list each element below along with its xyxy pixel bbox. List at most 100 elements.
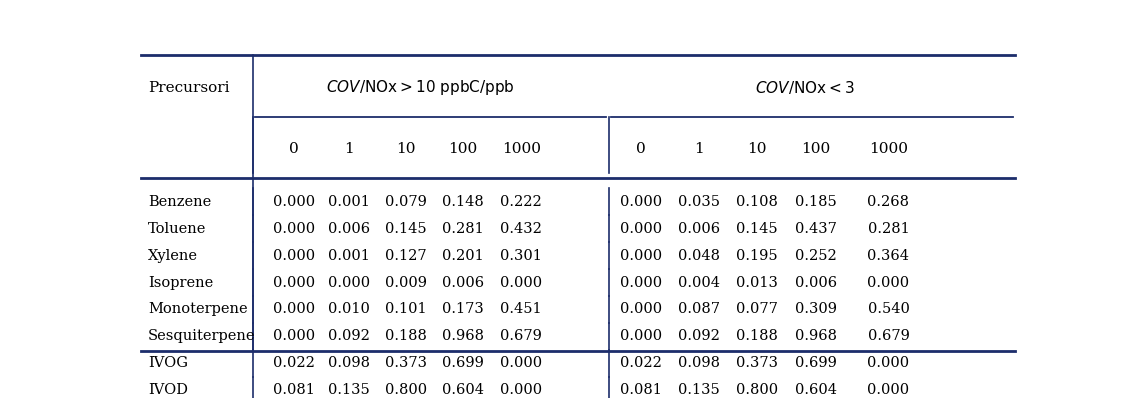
Text: 0.000: 0.000 (867, 275, 909, 289)
Text: 0.000: 0.000 (620, 248, 662, 263)
Text: 0.135: 0.135 (678, 383, 720, 397)
Text: 0.001: 0.001 (328, 195, 370, 209)
Text: 0.679: 0.679 (867, 330, 909, 343)
Text: $\mathit{COV}$$/\mathrm{NOx} > 10\ \mathrm{ppbC/ppb}$: $\mathit{COV}$$/\mathrm{NOx} > 10\ \math… (326, 78, 515, 97)
Text: 0.145: 0.145 (385, 222, 426, 236)
Text: 0.004: 0.004 (678, 275, 720, 289)
Text: 1000: 1000 (502, 142, 540, 156)
Text: 0.699: 0.699 (795, 357, 837, 371)
Text: 0.195: 0.195 (737, 248, 778, 263)
Text: 0.000: 0.000 (620, 222, 662, 236)
Text: 0.006: 0.006 (442, 275, 484, 289)
Text: 0.604: 0.604 (442, 383, 484, 397)
Text: Precursori: Precursori (148, 81, 229, 95)
Text: 0.252: 0.252 (795, 248, 837, 263)
Text: 0.000: 0.000 (500, 383, 543, 397)
Text: 10: 10 (396, 142, 415, 156)
Text: 0.000: 0.000 (500, 275, 543, 289)
Text: 0.081: 0.081 (620, 383, 662, 397)
Text: Monoterpene: Monoterpene (148, 302, 248, 316)
Text: 0.000: 0.000 (273, 302, 315, 316)
Text: 0.968: 0.968 (442, 330, 484, 343)
Text: 1: 1 (694, 142, 704, 156)
Text: 0.081: 0.081 (273, 383, 315, 397)
Text: 0.000: 0.000 (620, 302, 662, 316)
Text: 0.373: 0.373 (385, 357, 426, 371)
Text: 0.604: 0.604 (795, 383, 837, 397)
Text: 0.000: 0.000 (620, 275, 662, 289)
Text: 0.364: 0.364 (867, 248, 909, 263)
Text: 0.432: 0.432 (501, 222, 543, 236)
Text: 0.006: 0.006 (328, 222, 370, 236)
Text: 0.000: 0.000 (867, 383, 909, 397)
Text: 100: 100 (448, 142, 477, 156)
Text: 0.373: 0.373 (737, 357, 778, 371)
Text: 0.145: 0.145 (737, 222, 778, 236)
Text: 0.087: 0.087 (678, 302, 720, 316)
Text: 0.000: 0.000 (328, 275, 370, 289)
Text: 0.000: 0.000 (273, 275, 315, 289)
Text: 0: 0 (636, 142, 646, 156)
Text: 0.101: 0.101 (385, 302, 426, 316)
Text: 0.092: 0.092 (678, 330, 720, 343)
Text: 0.006: 0.006 (678, 222, 720, 236)
Text: Benzene: Benzene (148, 195, 211, 209)
Text: 0.135: 0.135 (328, 383, 370, 397)
Text: 100: 100 (801, 142, 830, 156)
Text: 0.048: 0.048 (678, 248, 720, 263)
Text: 0.009: 0.009 (385, 275, 426, 289)
Text: 0.000: 0.000 (273, 248, 315, 263)
Text: Isoprene: Isoprene (148, 275, 213, 289)
Text: Xylene: Xylene (148, 248, 199, 263)
Text: 0.540: 0.540 (867, 302, 909, 316)
Text: 1: 1 (344, 142, 354, 156)
Text: 0.437: 0.437 (795, 222, 837, 236)
Text: 0.268: 0.268 (867, 195, 909, 209)
Text: 0.000: 0.000 (500, 357, 543, 371)
Text: 0.010: 0.010 (328, 302, 370, 316)
Text: 0.092: 0.092 (328, 330, 370, 343)
Text: 0.013: 0.013 (737, 275, 778, 289)
Text: 0: 0 (289, 142, 299, 156)
Text: 0.968: 0.968 (795, 330, 837, 343)
Text: 0.000: 0.000 (620, 195, 662, 209)
Text: 0.001: 0.001 (328, 248, 370, 263)
Text: 0.222: 0.222 (501, 195, 543, 209)
Text: 0.098: 0.098 (328, 357, 370, 371)
Text: 0.201: 0.201 (442, 248, 484, 263)
Text: IVOD: IVOD (148, 383, 188, 397)
Text: 0.185: 0.185 (795, 195, 837, 209)
Text: 0.800: 0.800 (737, 383, 778, 397)
Text: 0.188: 0.188 (737, 330, 778, 343)
Text: 0.127: 0.127 (385, 248, 426, 263)
Text: 0.679: 0.679 (501, 330, 543, 343)
Text: 0.108: 0.108 (737, 195, 778, 209)
Text: 0.000: 0.000 (273, 330, 315, 343)
Text: 0.281: 0.281 (442, 222, 484, 236)
Text: 0.022: 0.022 (620, 357, 662, 371)
Text: 0.699: 0.699 (442, 357, 484, 371)
Text: 0.309: 0.309 (795, 302, 837, 316)
Text: 0.301: 0.301 (501, 248, 543, 263)
Text: 0.188: 0.188 (385, 330, 426, 343)
Text: 0.000: 0.000 (273, 195, 315, 209)
Text: 0.079: 0.079 (385, 195, 426, 209)
Text: 1000: 1000 (869, 142, 908, 156)
Text: 0.451: 0.451 (501, 302, 543, 316)
Text: 0.022: 0.022 (273, 357, 315, 371)
Text: 0.000: 0.000 (867, 357, 909, 371)
Text: 0.098: 0.098 (678, 357, 720, 371)
Text: 0.035: 0.035 (678, 195, 720, 209)
Text: 0.173: 0.173 (442, 302, 484, 316)
Text: 0.000: 0.000 (620, 330, 662, 343)
Text: 0.800: 0.800 (385, 383, 426, 397)
Text: IVOG: IVOG (148, 357, 188, 371)
Text: 0.148: 0.148 (442, 195, 484, 209)
Text: 0.006: 0.006 (795, 275, 837, 289)
Text: 0.077: 0.077 (737, 302, 778, 316)
Text: 10: 10 (748, 142, 767, 156)
Text: 0.281: 0.281 (867, 222, 909, 236)
Text: $\mathit{COV}$$/\mathrm{NOx} < 3$: $\mathit{COV}$$/\mathrm{NOx} < 3$ (756, 79, 855, 96)
Text: Toluene: Toluene (148, 222, 206, 236)
Text: 0.000: 0.000 (273, 222, 315, 236)
